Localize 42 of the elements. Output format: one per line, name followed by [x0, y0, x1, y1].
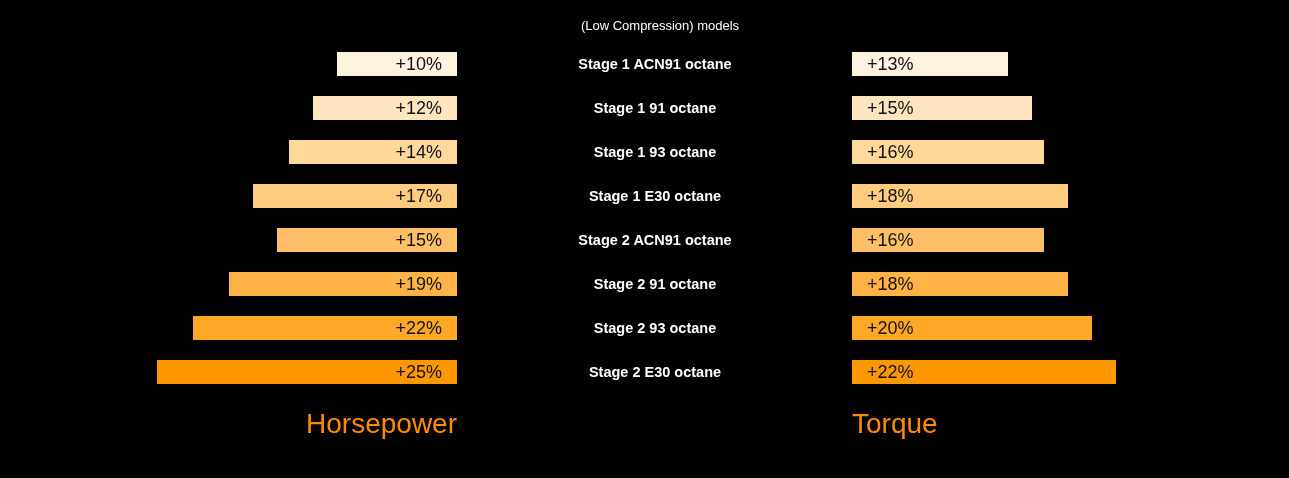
y-tick-label: Stage 2 E30 octane	[588, 364, 722, 380]
data-label: +25%	[395, 362, 442, 382]
y-tick-label: Stage 2 91 octane	[593, 276, 717, 292]
data-label: +14%	[395, 142, 442, 162]
bar	[157, 359, 457, 385]
bar	[852, 183, 1068, 209]
bar	[253, 183, 457, 209]
data-label: +16%	[867, 230, 914, 250]
data-label: +22%	[395, 318, 442, 338]
y-tick-label: Stage 1 ACN91 octane	[578, 56, 732, 72]
data-label: +18%	[867, 274, 914, 294]
data-label: +20%	[867, 318, 914, 338]
data-label: +18%	[867, 186, 914, 206]
y-tick-label: Stage 1 91 octane	[593, 100, 717, 116]
bar	[277, 227, 457, 253]
data-label: +19%	[395, 274, 442, 294]
bar	[229, 271, 457, 297]
data-label: +15%	[867, 98, 914, 118]
y-tick-label: Stage 1 93 octane	[593, 144, 717, 160]
bar	[852, 271, 1068, 297]
bar	[852, 227, 1044, 253]
bar	[193, 315, 457, 341]
y-tick-label: Stage 2 ACN91 octane	[578, 232, 732, 248]
y-tick-label: Stage 1 E30 octane	[588, 188, 722, 204]
bar	[852, 51, 1008, 77]
data-label: +13%	[867, 54, 914, 74]
bar	[852, 95, 1032, 121]
data-label: +22%	[867, 362, 914, 382]
data-label: +16%	[867, 142, 914, 162]
data-label: +17%	[395, 186, 442, 206]
text: (Low Compression) models	[580, 18, 740, 33]
bar	[289, 139, 457, 165]
data-label: +15%	[395, 230, 442, 250]
bar	[852, 139, 1044, 165]
bar	[852, 315, 1092, 341]
data-label: +10%	[395, 54, 442, 74]
bar	[313, 95, 457, 121]
bar	[852, 359, 1116, 385]
data-label: +12%	[395, 98, 442, 118]
y-tick-label: Stage 2 93 octane	[593, 320, 717, 336]
x-axis-title: Horsepower	[306, 407, 457, 439]
x-axis-title: Torque	[852, 407, 938, 439]
